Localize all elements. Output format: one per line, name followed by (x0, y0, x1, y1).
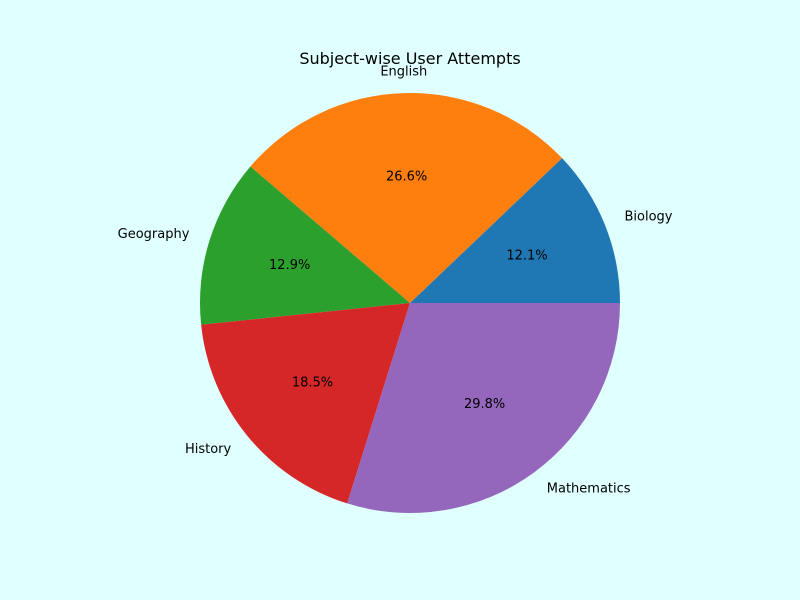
category-label-biology: Biology (624, 210, 672, 225)
pie-slice-mathematics (347, 303, 620, 513)
pie-slice-history (201, 303, 410, 504)
percent-labels: 12.1% 26.6% 12.9% 18.5% 29.8% (269, 170, 548, 412)
pie-slices (200, 92, 620, 513)
category-labels: Biology English Geography History Mathematic… (118, 65, 673, 497)
pie-slice-biology (410, 158, 620, 303)
chart-title: Subject-wise User Attempts (299, 49, 520, 68)
pie-slice-geography (200, 166, 410, 325)
pie-slice-english (250, 92, 563, 303)
category-label-history: History (185, 442, 232, 457)
percent-label-history: 18.5% (292, 375, 333, 390)
category-label-english: English (380, 65, 427, 80)
percent-label-geography: 12.9% (269, 258, 310, 273)
percent-label-english: 26.6% (386, 170, 427, 185)
category-label-geography: Geography (118, 227, 190, 242)
category-label-mathematics: Mathematics (547, 482, 631, 497)
percent-label-biology: 12.1% (506, 249, 547, 264)
percent-label-mathematics: 29.8% (464, 397, 505, 412)
